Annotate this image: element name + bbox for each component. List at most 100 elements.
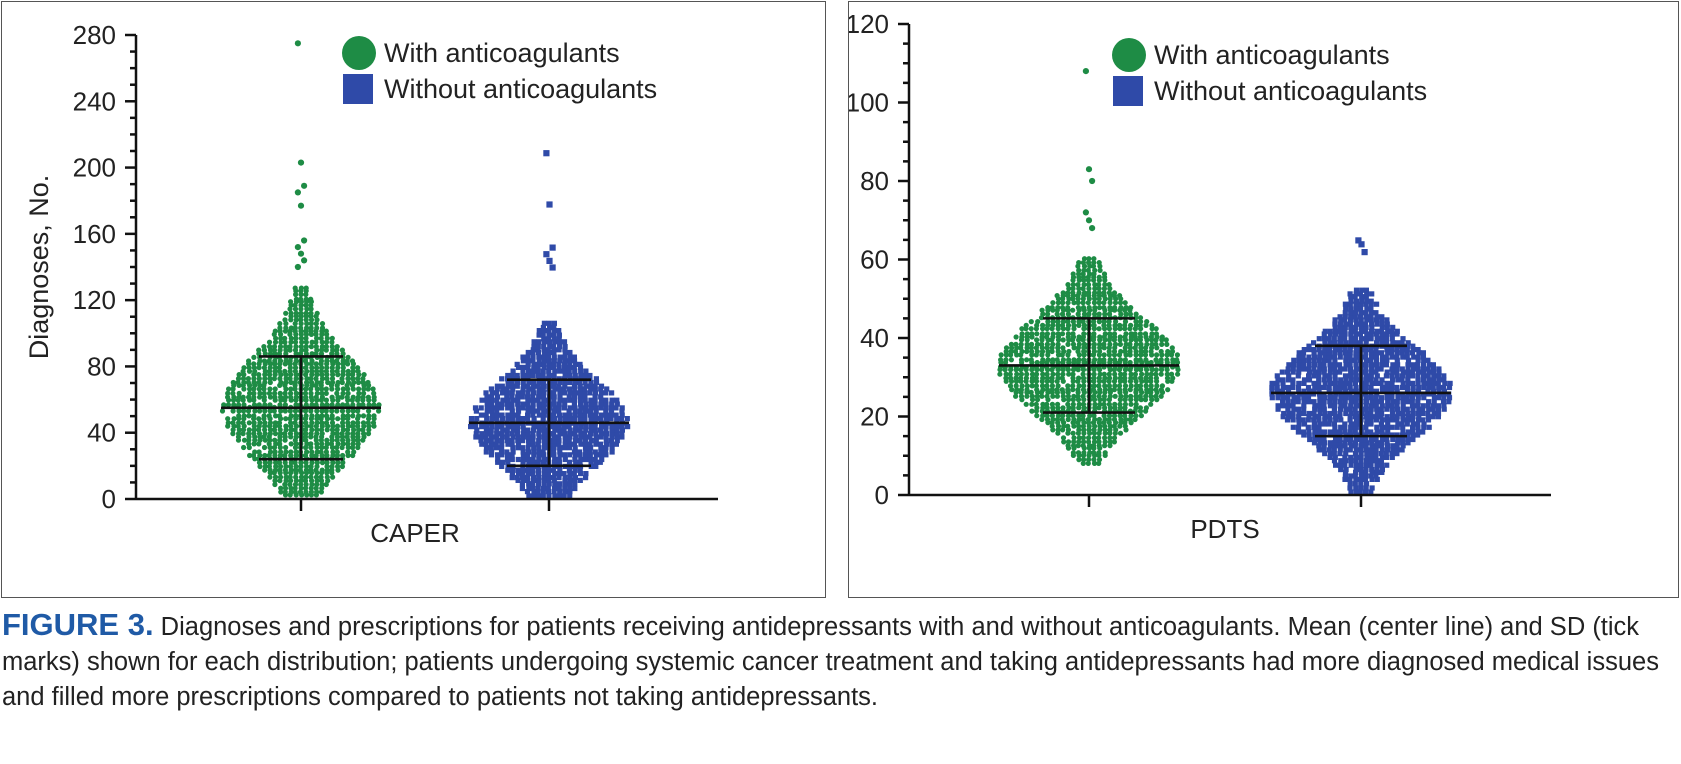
data-point [1368,417,1374,423]
data-point [1358,443,1364,449]
data-point [520,459,526,465]
data-point [1106,311,1113,317]
data-point [350,420,356,426]
data-point [298,474,305,480]
data-point [1279,388,1286,394]
data-point [366,408,372,414]
data-point [1071,300,1077,306]
data-point [1066,348,1072,355]
data-point [1153,393,1159,399]
data-point [1373,310,1379,316]
data-point [1342,328,1348,334]
data-point [1070,375,1076,381]
data-point [515,434,521,440]
data-point [1348,473,1354,479]
data-point [1081,357,1087,363]
data-point [1296,421,1302,427]
data-point [561,424,567,430]
data-point [1394,403,1400,409]
data-point [1363,287,1369,293]
data-point [619,424,625,430]
data-point [339,408,346,414]
data-point [1405,357,1412,363]
data-point [1342,462,1348,468]
data-point [588,397,594,403]
data-point [1065,416,1071,423]
data-point [1076,416,1082,423]
data-point [292,339,299,345]
data-point [1128,393,1134,399]
data-point [355,376,361,382]
data-point [1327,328,1333,334]
data-point [484,408,490,414]
data-point [1385,399,1391,405]
data-point [551,372,557,379]
data-point [1024,331,1030,337]
data-point [509,383,515,389]
data-point [276,365,283,371]
data-point [1358,310,1364,316]
data-point [1374,476,1380,482]
data-point [1075,393,1081,399]
data-point [1400,380,1406,386]
data-point [251,431,257,437]
data-point [592,390,599,396]
data-point [1332,328,1339,334]
data-point [1384,447,1390,453]
data-point [340,460,346,466]
data-point [545,471,551,477]
data-point [1363,403,1369,409]
data-point [308,306,314,312]
data-point [484,416,490,422]
data-point [578,456,584,463]
data-point [1342,473,1348,479]
data-point [619,434,625,440]
data-point [573,361,579,367]
data-point [241,437,248,443]
data-point [324,474,330,480]
data-point [1389,388,1395,394]
data-point [1102,450,1108,456]
data-point [1290,377,1296,383]
data-point [499,431,505,437]
outlier-point [546,257,553,264]
data-point [1404,347,1410,353]
data-point [536,493,542,499]
data-point [540,489,546,495]
data-point [582,386,588,392]
data-point [525,401,531,407]
data-point [1076,413,1082,419]
data-point [1327,331,1333,337]
data-point [1338,417,1344,423]
data-point [1040,375,1046,381]
data-point [489,390,495,396]
data-point [1081,282,1087,288]
data-point [541,344,547,350]
data-point [582,390,588,396]
data-point [1003,348,1009,355]
data-point [1425,417,1432,423]
data-point [283,427,289,433]
data-point [1441,377,1447,383]
data-point [298,321,304,327]
data-point [1044,371,1050,377]
data-point [478,434,484,440]
data-point [1091,450,1097,456]
data-point [540,372,546,379]
data-point [583,441,589,447]
data-point [550,364,557,370]
data-point [1059,375,1065,381]
data-point [298,335,304,341]
data-point [1311,373,1317,379]
data-point [536,354,542,360]
data-point [1028,326,1034,332]
data-point [541,379,547,386]
data-point [582,412,588,418]
data-point [1081,331,1087,337]
data-point [1363,467,1369,473]
data-point [514,431,520,437]
data-point [1394,340,1400,346]
data-point [1081,450,1087,456]
data-point [1165,348,1171,355]
